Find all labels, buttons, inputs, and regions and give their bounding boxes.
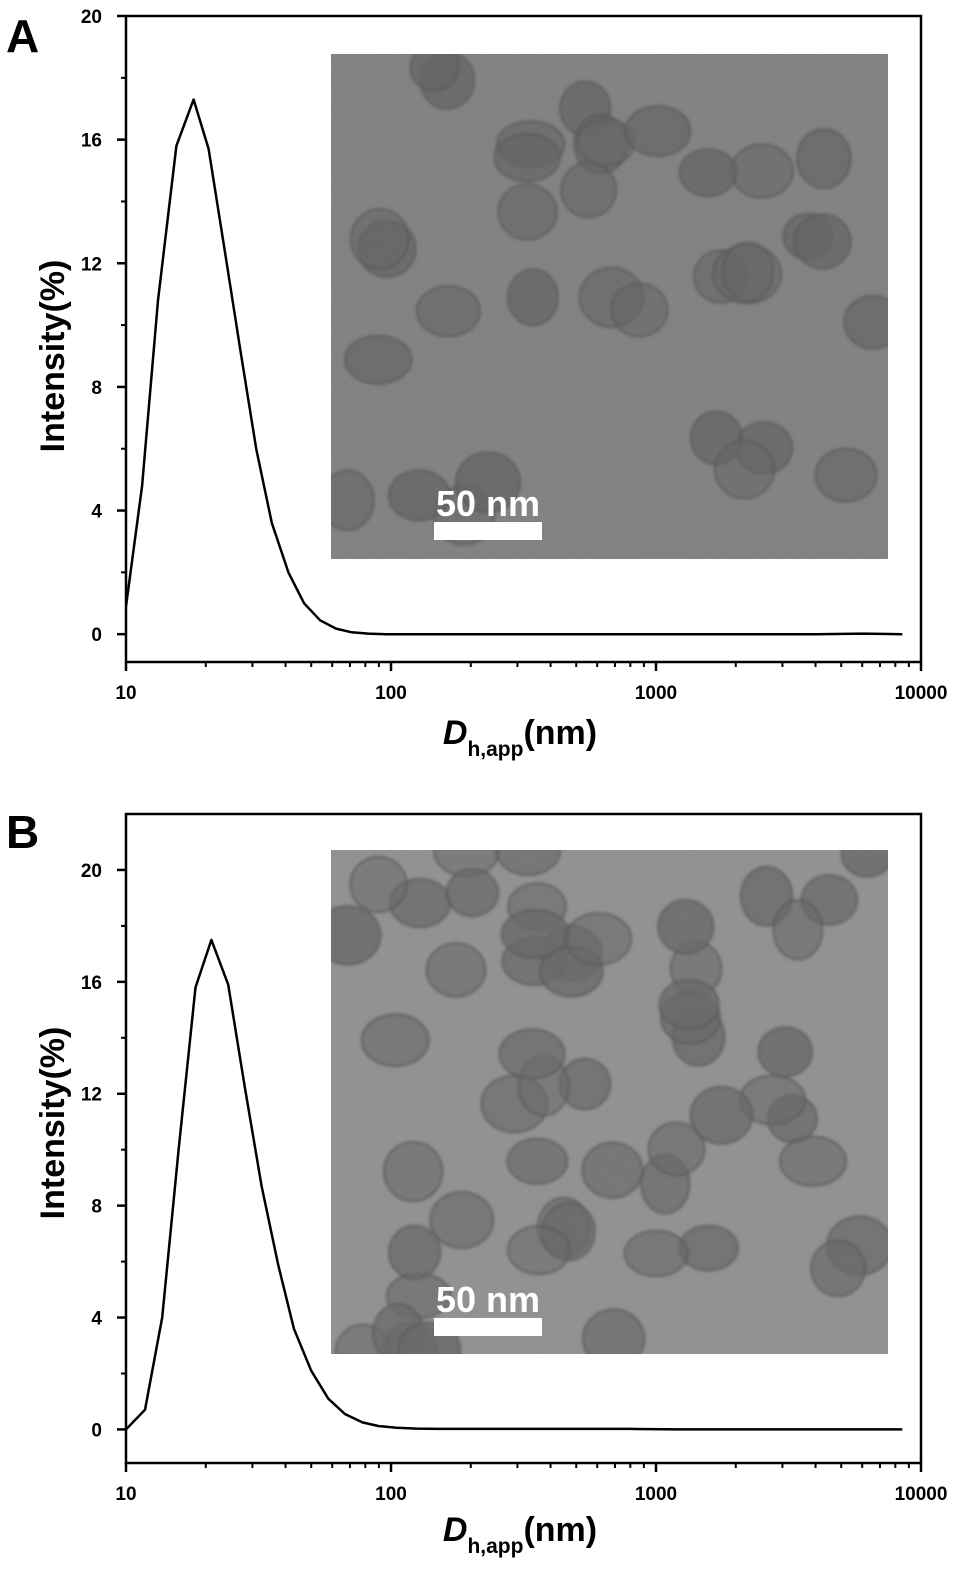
x-axis-title-subscript: h,app [467,1535,523,1558]
y-tick-label: 8 [91,1197,102,1218]
scale-bar-label: 50 nm [436,1279,540,1320]
y-tick-label: 20 [81,861,102,882]
x-tick-label: 10 [115,683,136,704]
x-tick-label: 10000 [895,683,948,704]
panel-label: A [6,10,39,62]
series-line [125,938,903,1431]
tem-inset: 50 nm [331,850,888,1354]
tem-grain [331,54,888,559]
y-axis-title: Intensity(%) [34,1027,72,1220]
plot-frame [124,14,923,664]
panel-a: A 50 nm 10 100 1000 10000 0 4 8 12 16 20 Intensit… [6,7,947,761]
x-axis-title-symbol: D [443,714,468,752]
y-tick-label: 12 [81,254,102,275]
tem-image [331,850,888,1354]
x-tick-label: 1000 [635,683,677,704]
y-axis-title: Intensity(%) [34,260,72,453]
x-tick-label: 100 [375,683,407,704]
x-tick-label: 10 [115,1484,136,1505]
y-tick-label: 16 [81,973,102,994]
series-line [124,98,903,636]
plot-frame [124,812,923,1465]
tem-image [331,54,888,559]
x-axis-title-unit: (nm) [523,1511,597,1549]
scale-bar [434,1318,542,1336]
panel-b: B 50 nm 10 100 1000 10000 0 4 8 12 16 20 Intensit… [6,806,947,1558]
y-tick-label: 4 [91,502,102,523]
y-tick-label: 8 [91,378,102,399]
y-tick-label: 4 [91,1309,102,1330]
x-axis-title: Dh,app(nm) [443,714,597,761]
tem-inset: 50 nm [331,54,888,559]
axes: 10 100 1000 10000 0 4 8 12 16 20 [81,7,948,704]
x-axis-title-unit: (nm) [523,714,597,752]
axes: 10 100 1000 10000 0 4 8 12 16 20 [81,861,948,1505]
y-tick-label: 12 [81,1085,102,1106]
x-axis-title-symbol: D [443,1511,468,1549]
scale-bar-label: 50 nm [436,483,540,524]
x-axis-title: Dh,app(nm) [443,1511,597,1558]
scale-bar [434,522,542,540]
panel-label: B [6,806,39,858]
tem-grain [331,850,888,1354]
y-tick-label: 16 [81,131,102,152]
x-tick-label: 1000 [635,1484,677,1505]
x-tick-label: 100 [375,1484,407,1505]
x-tick-label: 10000 [895,1484,948,1505]
y-tick-label: 20 [81,7,102,28]
x-axis-title-subscript: h,app [467,738,523,761]
y-tick-label: 0 [91,625,102,646]
y-tick-label: 0 [91,1420,102,1441]
